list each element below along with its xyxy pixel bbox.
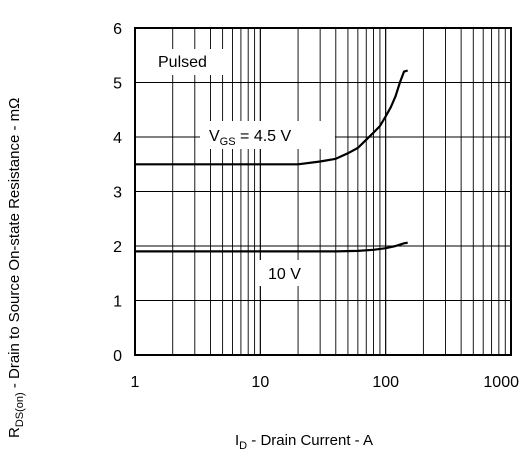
plot-frame [134, 27, 512, 356]
grid [135, 28, 511, 355]
y-axis-label: RDS(on) - Drain to Source On-state Resis… [6, 98, 26, 438]
x-tick-label: 10 [251, 374, 269, 391]
series-group [135, 69, 409, 253]
pulsed-label: Pulsed [158, 54, 207, 71]
y-axis-label-rest: - Drain to Source On-state Resistance - … [6, 98, 23, 393]
y-tick-label: 3 [113, 185, 122, 202]
series-line-0 [135, 69, 409, 166]
vgs-label-sub: GS [220, 136, 236, 148]
y-tick-label: 6 [113, 21, 122, 38]
x-axis-label: ID - Drain Current - A [235, 432, 373, 452]
y-axis-label-main: R [6, 427, 23, 438]
vgs-label: VGS = 4.5 V [209, 128, 292, 148]
x-tick-label: 1 [131, 374, 140, 391]
x-tick-label: 1000 [483, 374, 519, 391]
y-axis-label-sub: DS(on) [14, 392, 26, 427]
pulsed-label-bg [150, 49, 232, 75]
y-tick-label: 4 [113, 130, 122, 147]
y-tick-label: 5 [113, 76, 122, 93]
y-tick-label: 2 [113, 239, 122, 256]
vgs-label-main: V [209, 128, 220, 145]
y-tick-label: 1 [113, 294, 122, 311]
x-axis-label-main: I [235, 432, 239, 449]
vgs-label-bg [200, 121, 335, 149]
ten-v-label-bg [257, 260, 317, 286]
x-tick-label: 100 [372, 374, 399, 391]
vgs-label-rest: = 4.5 V [236, 128, 292, 145]
x-axis-label-rest: - Drain Current - A [247, 432, 373, 449]
y-tick-label: 0 [113, 348, 122, 365]
ten-v-label: 10 V [268, 266, 301, 283]
series-line-1 [135, 241, 408, 253]
x-axis-label-sub: D [239, 440, 247, 452]
